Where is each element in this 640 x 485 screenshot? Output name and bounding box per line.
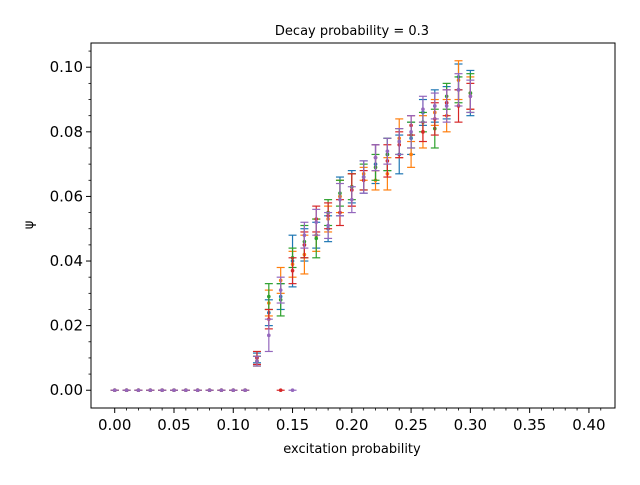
data-point <box>302 233 307 237</box>
data-point <box>314 220 319 225</box>
data-point <box>136 388 141 393</box>
data-point <box>243 388 247 393</box>
data-point <box>184 388 188 393</box>
data-point <box>468 94 473 99</box>
data-point <box>219 388 224 393</box>
y-tick-label: 0.10 <box>50 58 83 76</box>
data-point <box>409 130 413 134</box>
plot-frame <box>90 42 616 409</box>
x-tick-label: 0.20 <box>335 416 368 434</box>
x-tick-label: 0.25 <box>394 416 427 434</box>
data-point <box>172 388 176 393</box>
data-point <box>433 104 437 108</box>
data-marks <box>110 60 475 393</box>
y-tick-label: 0.06 <box>50 187 83 205</box>
data-point <box>326 223 330 228</box>
x-tick-label: 0.00 <box>98 416 131 434</box>
data-point <box>278 288 283 292</box>
data-point <box>148 388 153 393</box>
data-point <box>112 388 117 393</box>
x-tick-label: 0.05 <box>157 416 190 434</box>
data-point <box>456 88 461 92</box>
x-axis-label: excitation probability <box>283 442 421 457</box>
data-point <box>421 107 425 112</box>
series-5 <box>110 73 475 393</box>
x-tick-label: 0.15 <box>276 416 309 434</box>
x-tick-label: 0.10 <box>217 416 250 434</box>
chart-title: Decay probability = 0.3 <box>275 24 429 39</box>
data-point <box>290 388 295 393</box>
data-point <box>124 388 129 393</box>
x-tick-label: 0.35 <box>513 416 546 434</box>
x-tick-label: 0.30 <box>454 416 487 434</box>
data-point <box>444 104 449 108</box>
data-point <box>338 197 342 202</box>
y-tick-label: 0.02 <box>50 317 83 335</box>
data-point <box>397 139 402 144</box>
data-point <box>361 175 366 179</box>
x-tick-label: 0.40 <box>572 416 605 434</box>
data-point <box>373 155 378 160</box>
data-point <box>290 268 295 273</box>
data-point <box>231 388 236 393</box>
y-axis-label: ψ <box>22 221 37 230</box>
data-point <box>160 388 164 393</box>
y-tick-label: 0.00 <box>50 381 83 399</box>
data-point <box>195 388 200 393</box>
data-point <box>314 236 319 241</box>
y-tick-label: 0.04 <box>50 252 83 270</box>
data-point <box>350 197 354 202</box>
data-point <box>421 130 425 134</box>
data-point <box>267 333 271 338</box>
data-point <box>255 359 259 363</box>
data-point <box>409 152 413 157</box>
data-point <box>267 294 271 299</box>
axes: 0.00 0.05 0.10 0.15 0.20 0.25 0.30 0.35 0.40 0.00… <box>50 42 616 434</box>
data-point <box>207 388 212 393</box>
data-point <box>278 388 283 393</box>
y-tick-label: 0.08 <box>50 123 83 141</box>
data-point <box>385 149 390 154</box>
